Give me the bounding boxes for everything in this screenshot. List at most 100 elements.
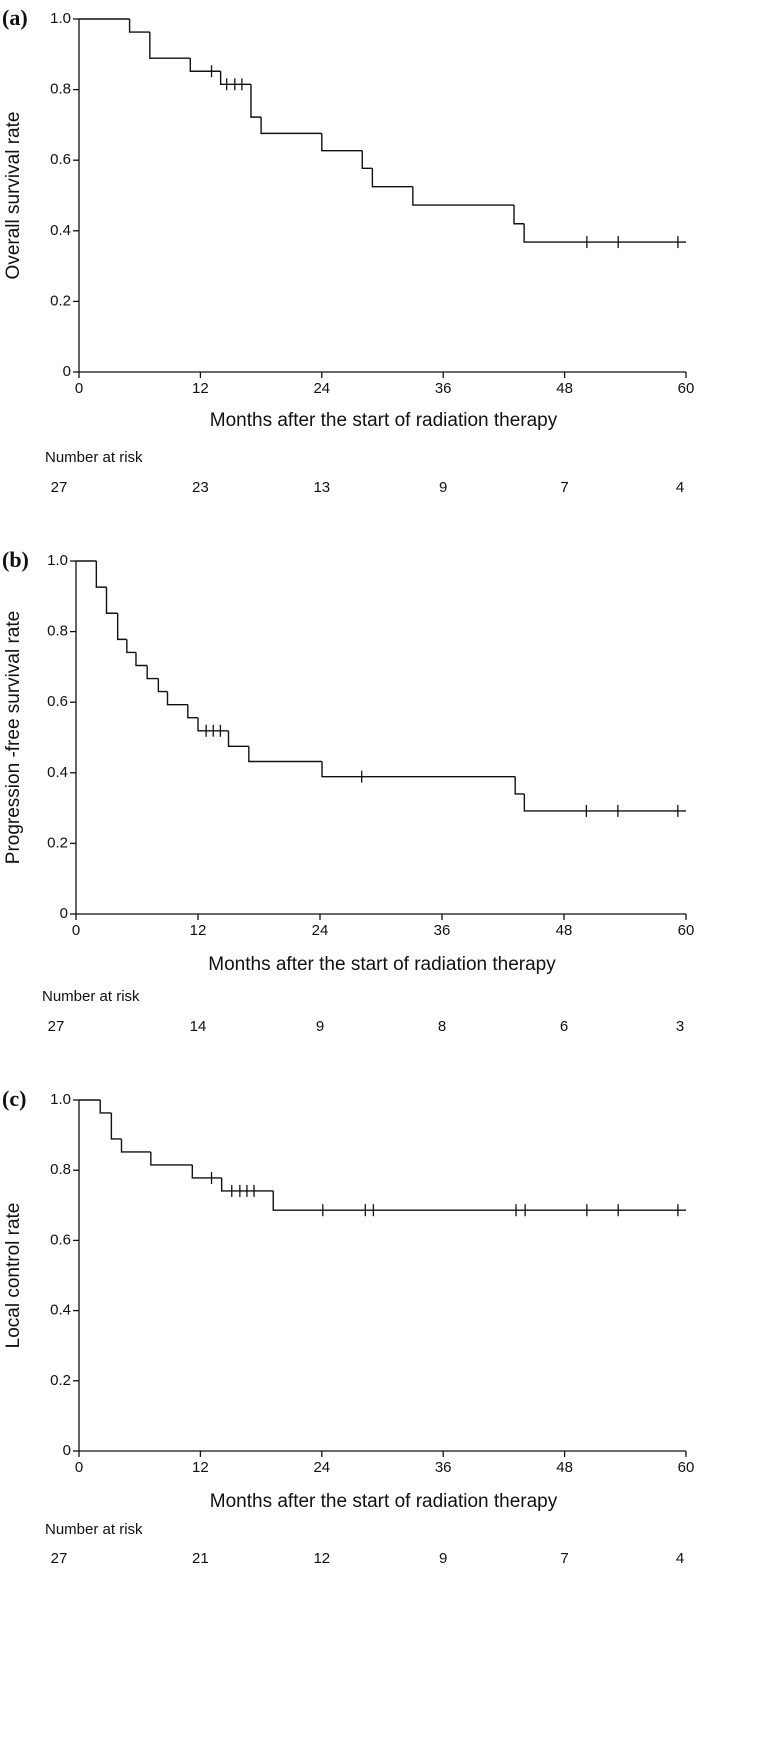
survival-step <box>412 186 515 206</box>
survival-step <box>157 678 168 693</box>
risk-title: Number at risk <box>45 1521 143 1538</box>
y-tick-label: 0.4 <box>47 764 68 781</box>
survival-step <box>105 587 118 614</box>
survival-step <box>99 1100 112 1114</box>
risk-number: 9 <box>439 1550 447 1567</box>
y-axis-title: Local control rate <box>3 1203 24 1349</box>
survival-step <box>523 223 686 243</box>
survival-step <box>110 1112 122 1140</box>
survival-step <box>272 1190 686 1211</box>
x-axis-title: Months after the start of radiation ther… <box>210 410 558 431</box>
y-axis-title: Overall survival rate <box>3 112 24 280</box>
y-tick-label: 1.0 <box>47 552 68 569</box>
survival-step <box>250 84 262 118</box>
y-tick-label: 0.2 <box>47 834 68 851</box>
y-axis-title: Progression -free survival rate <box>3 611 24 864</box>
survival-step <box>514 776 525 795</box>
y-tick-label: 0 <box>63 1442 71 1459</box>
y-tick-label: 0.2 <box>50 1372 71 1389</box>
x-tick-label: 0 <box>75 380 83 397</box>
risk-title: Number at risk <box>45 449 143 466</box>
survival-step <box>116 613 127 641</box>
risk-number: 6 <box>560 1018 568 1035</box>
survival-step <box>135 652 148 667</box>
risk-number: 12 <box>313 1550 330 1567</box>
y-tick-label: 0.2 <box>50 292 71 309</box>
survival-step <box>191 1164 222 1179</box>
survival-step <box>95 561 107 588</box>
x-tick-label: 0 <box>72 922 80 939</box>
survival-step <box>523 793 686 812</box>
survival-step <box>150 1151 193 1166</box>
x-tick-label: 12 <box>192 380 209 397</box>
risk-number: 8 <box>438 1018 446 1035</box>
x-tick-label: 36 <box>435 1459 452 1476</box>
x-tick-label: 12 <box>190 922 207 939</box>
survival-step <box>321 761 516 778</box>
y-tick-label: 0.8 <box>50 1161 71 1178</box>
y-tick-label: 0.6 <box>50 1231 71 1248</box>
y-tick-label: 0.8 <box>47 623 68 640</box>
risk-number: 23 <box>192 479 209 496</box>
survival-step <box>513 205 525 225</box>
survival-step <box>227 730 249 748</box>
x-tick-label: 48 <box>556 922 573 939</box>
x-tick-label: 36 <box>434 922 451 939</box>
y-tick-label: 0.8 <box>50 81 71 98</box>
risk-number: 27 <box>51 1550 68 1567</box>
y-tick-label: 0.4 <box>50 1302 71 1319</box>
risk-title: Number at risk <box>42 988 140 1005</box>
y-tick-label: 0.6 <box>50 151 71 168</box>
risk-number: 4 <box>676 479 684 496</box>
panel-label: (b) <box>2 547 29 572</box>
survival-step <box>260 117 322 135</box>
survival-step <box>149 32 191 59</box>
survival-step <box>197 717 229 732</box>
risk-number: 27 <box>48 1018 65 1035</box>
y-tick-label: 0 <box>60 905 68 922</box>
y-tick-label: 0.6 <box>47 693 68 710</box>
x-tick-label: 0 <box>75 1459 83 1476</box>
panel-label: (a) <box>2 5 28 30</box>
x-tick-label: 60 <box>678 380 695 397</box>
x-tick-label: 48 <box>556 1459 573 1476</box>
risk-number: 9 <box>439 479 447 496</box>
risk-number: 4 <box>676 1550 684 1567</box>
risk-number: 9 <box>316 1018 324 1035</box>
x-tick-label: 60 <box>678 1459 695 1476</box>
y-tick-label: 1.0 <box>50 10 71 27</box>
survival-step <box>146 665 159 680</box>
x-tick-label: 48 <box>556 380 573 397</box>
survival-step <box>248 746 323 763</box>
x-axis-title: Months after the start of radiation ther… <box>208 954 556 975</box>
x-tick-label: 24 <box>313 380 330 397</box>
risk-number: 14 <box>190 1018 207 1035</box>
risk-number: 21 <box>192 1550 209 1567</box>
survival-step <box>189 58 221 72</box>
survival-step <box>166 691 188 706</box>
risk-number: 3 <box>676 1018 684 1035</box>
risk-number: 27 <box>51 479 68 496</box>
panel-label: (c) <box>2 1086 26 1111</box>
x-tick-label: 36 <box>435 380 452 397</box>
x-tick-label: 60 <box>678 922 695 939</box>
survival-step <box>219 71 251 86</box>
y-tick-label: 0.4 <box>50 222 71 239</box>
survival-step <box>120 1138 151 1153</box>
y-tick-label: 0 <box>63 363 71 380</box>
survival-step <box>128 19 150 33</box>
y-tick-label: 1.0 <box>50 1091 71 1108</box>
survival-step <box>220 1177 274 1192</box>
survival-step <box>321 133 363 152</box>
x-axis-title: Months after the start of radiation ther… <box>210 1491 558 1512</box>
survival-step <box>371 168 413 188</box>
risk-number: 13 <box>313 479 330 496</box>
risk-number: 7 <box>560 1550 568 1567</box>
survival-step <box>187 704 198 719</box>
survival-step <box>126 639 136 654</box>
x-tick-label: 12 <box>192 1459 209 1476</box>
x-tick-label: 24 <box>312 922 329 939</box>
survival-step <box>361 150 373 170</box>
